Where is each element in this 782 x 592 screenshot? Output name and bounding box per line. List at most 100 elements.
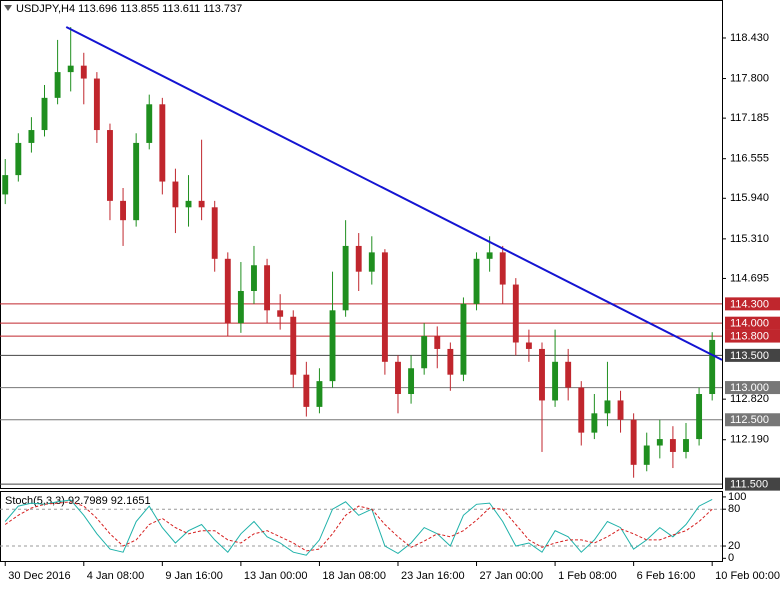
candle-body (473, 258, 480, 304)
x-tick-label: 23 Jan 16:00 (401, 570, 465, 582)
candle-body (565, 361, 572, 388)
y-tick-label: 112.190 (730, 434, 769, 446)
candle-body (237, 290, 244, 324)
candle-body (211, 207, 218, 259)
stoch-line (4, 498, 713, 556)
candle-body (578, 387, 585, 433)
candle-body (107, 130, 113, 201)
level-label: 114.000 (730, 318, 769, 330)
candle-body (290, 316, 297, 375)
level-label-box (725, 477, 780, 491)
level-label: 113.800 (730, 330, 769, 342)
candle-body (421, 336, 428, 369)
candle-body (539, 348, 545, 401)
candle-body (41, 97, 48, 131)
level-label-box (725, 316, 780, 330)
candle-body (434, 336, 441, 349)
candle-body (28, 130, 35, 143)
candle-body (512, 284, 519, 343)
candle-body (80, 65, 87, 79)
candle-body (146, 104, 153, 143)
candle-body (408, 368, 415, 395)
candle-body (15, 142, 22, 176)
candle-body (264, 265, 271, 311)
level-label: 111.500 (730, 479, 768, 491)
level-label-box (725, 329, 780, 343)
candle-body (591, 413, 598, 433)
candle-body (552, 361, 559, 401)
candle-body (617, 400, 624, 420)
level-label-box (725, 381, 780, 395)
x-tick-label: 1 Feb 08:00 (558, 570, 617, 582)
candle-body (525, 342, 532, 349)
candle-body (355, 245, 362, 272)
candle-body (630, 419, 637, 465)
candle-body (604, 400, 611, 414)
candle-body (303, 374, 310, 407)
y-tick-label: 116.555 (730, 153, 769, 165)
candle-body (172, 181, 179, 208)
main-panel-frame (0, 0, 723, 489)
candle-body (486, 252, 493, 259)
candle-body (277, 310, 284, 317)
candle-body (120, 200, 127, 221)
trendline (65, 26, 723, 361)
level-label: 112.500 (730, 414, 769, 426)
x-tick-label: 13 Jan 00:00 (244, 570, 308, 582)
candle-body (185, 200, 192, 208)
candle-body (683, 439, 689, 452)
candle-body (93, 78, 100, 131)
candle-body (696, 394, 703, 440)
candle-body (133, 142, 140, 221)
candle-body (447, 348, 454, 375)
level-label-box (725, 413, 780, 427)
level-label-box (725, 297, 780, 311)
y-tick-label: 115.310 (730, 233, 769, 245)
candle-body (643, 445, 650, 465)
stoch-y-tick-label: 80 (728, 503, 740, 515)
level-label: 114.300 (730, 298, 769, 310)
y-tick-label: 112.820 (730, 393, 769, 405)
stoch-y-tick-label: 20 (728, 540, 740, 552)
level-label-box (725, 348, 780, 362)
level-label: 113.500 (730, 350, 769, 362)
candle-body (198, 200, 205, 208)
x-tick-label: 9 Jan 16:00 (165, 570, 223, 582)
candle-body (395, 361, 401, 395)
x-tick-label: 27 Jan 00:00 (480, 570, 544, 582)
y-tick-label: 117.800 (730, 72, 769, 84)
candle-body (67, 65, 74, 73)
stoch-line (4, 501, 713, 552)
candle-body (460, 303, 467, 375)
y-tick-label: 118.430 (730, 32, 769, 44)
stoch-panel-frame (0, 491, 723, 562)
candle-body (499, 252, 506, 285)
level-label: 113.000 (730, 382, 769, 394)
candle-body (669, 439, 676, 452)
candle-body (224, 258, 231, 324)
candle-body (368, 252, 375, 272)
candle-body (329, 310, 336, 382)
candle-body (656, 439, 663, 446)
y-tick-label: 114.695 (730, 272, 769, 284)
stoch-title: Stoch(5,3,3) 92.7989 92.1651 (5, 495, 151, 507)
candle-body (159, 104, 166, 182)
stoch-y-tick-label: 0 (728, 552, 734, 564)
candle-body (54, 72, 61, 98)
x-tick-label: 4 Jan 08:00 (87, 570, 145, 582)
stoch-y-tick-label: 100 (728, 491, 746, 503)
x-tick-label: 18 Jan 08:00 (322, 570, 386, 582)
y-tick-label: 115.940 (730, 192, 769, 204)
candle-body (251, 265, 257, 291)
x-tick-label: 30 Dec 2016 (8, 570, 70, 582)
candle-body (342, 245, 349, 311)
y-tick-label: 117.185 (730, 112, 769, 124)
x-tick-label: 6 Feb 16:00 (637, 570, 696, 582)
candle-body (709, 339, 716, 395)
candle-body (381, 252, 388, 362)
chart-title: USDJPY,H4 113.696 113.855 113.611 113.73… (16, 3, 242, 15)
x-tick-label: 10 Feb 00:00 (715, 570, 780, 582)
